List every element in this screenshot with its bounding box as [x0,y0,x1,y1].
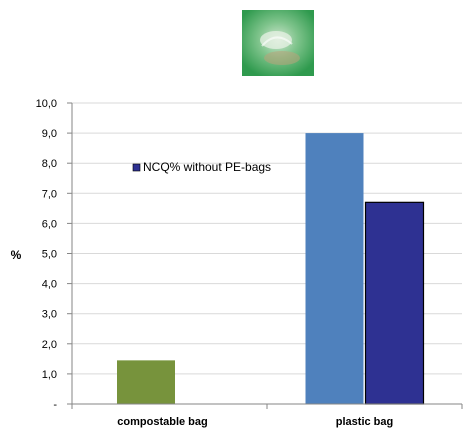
y-tick-label: 2,0 [42,339,57,351]
category-labels: compostable bag plastic bag [117,416,393,428]
y-tick-labels: - 1,0 2,0 3,0 4,0 5,0 6,0 7,0 8,0 9,0 10,0 [36,98,58,411]
y-tick-label: 8,0 [42,158,57,170]
y-tick-label: 1,0 [42,369,57,381]
y-tick-label: 4,0 [42,279,57,291]
bag-photo-image [242,10,314,76]
bar-compostable-bag-1 [117,360,175,404]
bars [117,133,425,405]
y-tick-label: 3,0 [42,309,57,321]
y-axis-label: % [11,248,22,262]
bar-plastic-bag-1 [305,133,364,404]
y-tick-label: 6,0 [42,218,57,230]
y-tick-label: - [53,399,57,411]
axes [67,102,463,409]
legend-label: NCQ% without PE-bags [143,160,271,174]
y-tick-label: 9,0 [42,128,57,140]
x-category-label: plastic bag [336,416,393,428]
bar-plastic-bag-2 [364,201,425,405]
legend-marker [132,163,141,172]
y-tick-label: 7,0 [42,188,57,200]
legend: NCQ% without PE-bags [132,160,271,174]
y-tick-label: 5,0 [42,249,57,261]
y-tick-label: 10,0 [36,98,57,110]
x-category-label: compostable bag [117,416,207,428]
